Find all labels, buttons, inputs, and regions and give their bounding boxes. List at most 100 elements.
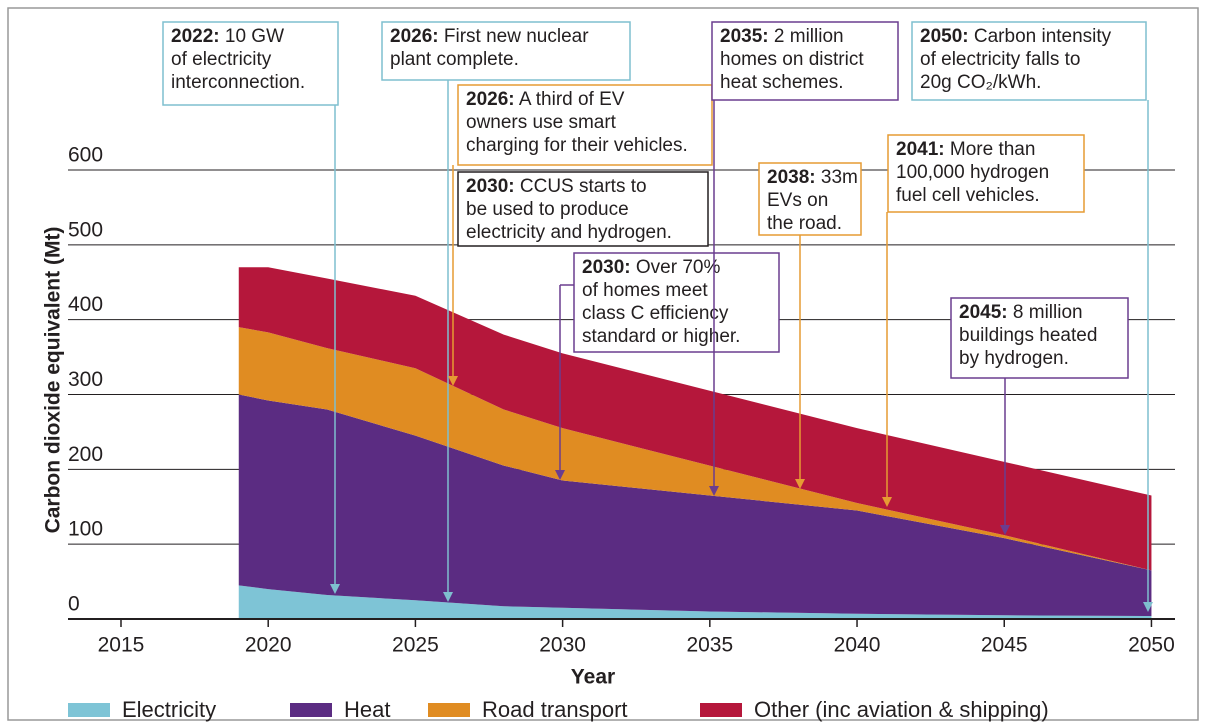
annotation-box	[911, 21, 1147, 101]
annotation-text: fuel cell vehicles.	[896, 185, 1040, 206]
annotation-line: electricity and hydrogen.	[466, 222, 672, 243]
annotation-text: of homes meet	[582, 280, 708, 301]
y-tick-label: 200	[68, 443, 103, 466]
arrow-head	[1000, 525, 1010, 535]
annotation-line: First new nuclear	[444, 26, 589, 47]
annotation-line: More than	[950, 139, 1036, 160]
annotation-text: EVs on	[767, 190, 828, 211]
legend-label: Heat	[344, 697, 390, 722]
arrow-head	[555, 470, 565, 480]
annotation-line: of homes meet	[582, 280, 708, 301]
annotation-line: 100,000 hydrogen	[896, 162, 1049, 183]
annotation-line: Over 70%	[636, 257, 721, 278]
annotation-text: interconnection.	[171, 72, 305, 93]
annotation-text: 2026: A third of EV	[466, 89, 625, 110]
annotation-line: of electricity falls to	[920, 49, 1081, 70]
annotation-text: class C efficiency	[582, 303, 729, 324]
annotation-box	[950, 297, 1129, 379]
y-tick-label: 100	[68, 518, 103, 541]
annotation-line: homes on district	[720, 49, 864, 70]
annotation-line: heat schemes.	[720, 72, 844, 93]
y-tick-label: 0	[68, 593, 80, 616]
annotation-line: owners use smart	[466, 112, 617, 133]
arrow-head	[448, 376, 458, 386]
legend-swatch	[68, 703, 110, 717]
area	[238, 327, 1152, 571]
annotation-text: 20g CO₂/kWh.	[920, 72, 1041, 93]
annotation-text: buildings heated	[959, 325, 1097, 346]
annotation-text: 2030: Over 70%	[582, 257, 720, 278]
annotation-line: interconnection.	[171, 72, 305, 93]
annotation-text: the road.	[767, 213, 842, 234]
annotation-year: 2030:	[582, 257, 631, 278]
x-tick-label: 2045	[981, 634, 1028, 657]
legend-label: Electricity	[122, 697, 216, 722]
annotation-year: 2035:	[720, 26, 769, 47]
annotation-line: A third of EV	[519, 89, 625, 110]
annotation-text: be used to produce	[466, 199, 629, 220]
y-tick-label: 600	[68, 144, 103, 167]
x-tick-label: 2025	[392, 634, 439, 657]
annotation-text: 100,000 hydrogen	[896, 162, 1049, 183]
arrow-head	[882, 497, 892, 507]
annotation-text: homes on district	[720, 49, 864, 70]
arrow-head	[795, 479, 805, 489]
x-axis-label: Year	[571, 666, 615, 689]
x-tick-label: 2020	[245, 634, 292, 657]
annotation-line: CCUS starts to	[520, 176, 647, 197]
y-tick-label: 300	[68, 368, 103, 391]
annotation-line: 20g CO₂/kWh.	[920, 72, 1041, 93]
annotation-line: by hydrogen.	[959, 348, 1069, 369]
area	[238, 267, 1152, 571]
annotation-line: 33m	[821, 167, 858, 188]
arrow-head	[709, 486, 719, 496]
annotation-text: 2050: Carbon intensity	[920, 26, 1112, 47]
annotation-line: fuel cell vehicles.	[896, 185, 1040, 206]
x-tick-label: 2050	[1128, 634, 1175, 657]
annotation-text: 2041: More than	[896, 139, 1035, 160]
annotation-line: 2 million	[774, 26, 844, 47]
legend-swatch	[428, 703, 470, 717]
legend-swatch	[290, 703, 332, 717]
annotation-year: 2022:	[171, 26, 220, 47]
annotation-year: 2041:	[896, 139, 945, 160]
y-tick-label: 500	[68, 218, 103, 241]
arrow-head	[443, 592, 453, 602]
annotation-line: plant complete.	[390, 49, 519, 70]
x-tick-label: 2035	[686, 634, 733, 657]
frame	[7, 7, 1199, 721]
annotation-text: owners use smart	[466, 112, 617, 133]
annotation-text: standard or higher.	[582, 326, 740, 347]
annotation-year: 2030:	[466, 176, 515, 197]
legend-label: Road transport	[482, 697, 628, 722]
x-tick-label: 2040	[834, 634, 881, 657]
annotation-text: of electricity falls to	[920, 49, 1081, 70]
annotation-box	[162, 21, 339, 106]
x-tick-label: 2015	[98, 634, 145, 657]
annotation-text: 2035: 2 million	[720, 26, 844, 47]
legend-label: Other (inc aviation & shipping)	[754, 697, 1049, 722]
annotation-line: of electricity	[171, 49, 272, 70]
annotation-year: 2050:	[920, 26, 969, 47]
area	[238, 394, 1152, 617]
annotation-text: 2026: First new nuclear	[390, 26, 589, 47]
annotation-line: EVs on	[767, 190, 828, 211]
annotation-year: 2038:	[767, 167, 816, 188]
annotation-year: 2026:	[466, 89, 515, 110]
annotation-text: 2038: 33m	[767, 167, 858, 188]
y-tick-label: 400	[68, 293, 103, 316]
annotation-line: charging for their vehicles.	[466, 135, 688, 156]
annotation-line: be used to produce	[466, 199, 629, 220]
annotation-box	[758, 162, 862, 236]
annotation-box	[381, 21, 631, 81]
annotation-text: plant complete.	[390, 49, 519, 70]
y-axis-label: Carbon dioxide equivalent (Mt)	[42, 227, 65, 534]
annotation-box	[711, 21, 899, 101]
annotation-line: 8 million	[1013, 302, 1083, 323]
annotation-year: 2026:	[390, 26, 439, 47]
annotation-line: the road.	[767, 213, 842, 234]
annotation-text: charging for their vehicles.	[466, 135, 688, 156]
annotation-text: 2045: 8 million	[959, 302, 1083, 323]
annotation-box	[573, 252, 780, 353]
annotation-text: heat schemes.	[720, 72, 844, 93]
